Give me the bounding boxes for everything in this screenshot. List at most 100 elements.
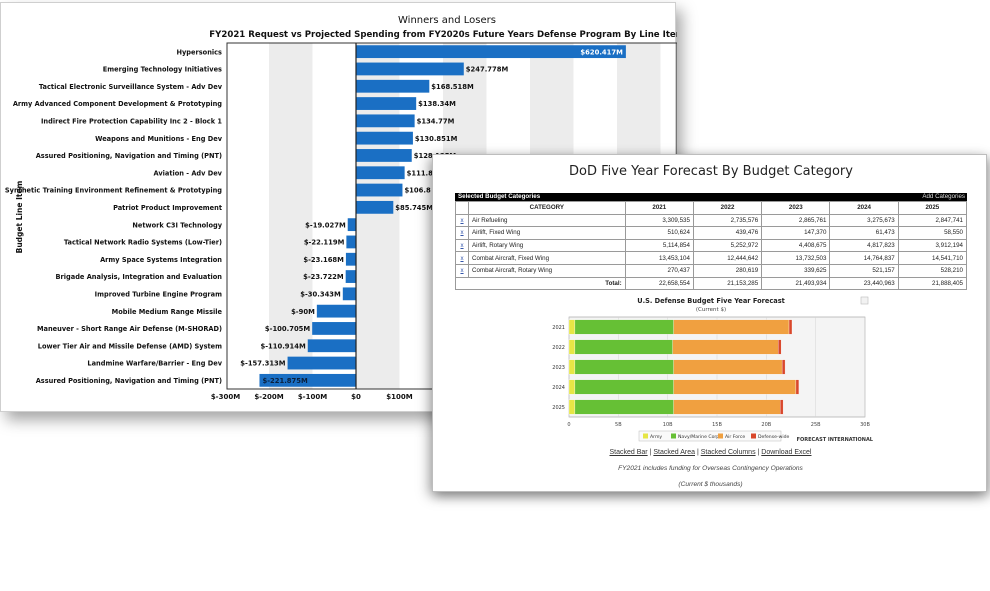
value-label: $-221.875M <box>262 377 308 385</box>
stack-segment <box>568 379 576 395</box>
stack-x-tick: 15B <box>712 422 722 428</box>
value-cell: 61,473 <box>829 226 899 240</box>
category-cell: Airlift, Rotary Wing <box>468 238 626 253</box>
stack-y-tick: 2022 <box>552 345 565 351</box>
total-cell: 22,658,554 <box>624 276 694 291</box>
chart-subtitle: FY2021 Request vs Projected Spending fro… <box>209 30 677 40</box>
x-tick-label: $0 <box>351 393 361 401</box>
value-cell: 439,476 <box>692 226 763 240</box>
table-row: x Airlift, Fixed Wing 510,624 439,476 147,37… <box>455 226 968 240</box>
category-label: Emerging Technology Initiatives <box>103 66 222 74</box>
bar <box>356 45 626 59</box>
stacked-forecast-chart: U.S. Defense Budget Five Year Forecast (… <box>552 296 874 443</box>
legend-swatch <box>671 433 676 439</box>
value-cell: 14,541,710 <box>897 251 968 265</box>
legend-label: Defense-wide <box>758 434 790 440</box>
category-cell: Combat Aircraft, Rotary Wing <box>468 263 626 278</box>
value-cell: 3,912,194 <box>897 238 968 253</box>
category-label: Maneuver - Short Range Air Defense (M-SH… <box>37 325 222 333</box>
remove-row-link[interactable]: x <box>455 251 469 265</box>
value-label: $130.851M <box>415 135 458 143</box>
value-cell: 4,817,823 <box>829 238 899 253</box>
value-cell: 528,210 <box>897 263 968 278</box>
category-label: Landmine Warfare/Barrier - Eng Dev <box>87 360 222 368</box>
value-label: $-23.722M <box>303 273 344 281</box>
category-cell: Combat Aircraft, Fixed Wing <box>468 251 626 265</box>
chart-type-link[interactable]: Stacked Columns <box>700 449 756 456</box>
value-label: $247.778M <box>466 66 509 74</box>
bar <box>356 79 430 93</box>
value-cell: 2,847,741 <box>897 213 968 228</box>
value-cell: 12,444,642 <box>692 251 763 265</box>
stack-segment <box>574 319 674 335</box>
header-cell: 2021 <box>624 201 694 215</box>
total-cell: 21,888,405 <box>897 276 968 291</box>
header-cell: 2022 <box>692 201 763 215</box>
add-categories-link[interactable]: Add Categories <box>922 193 965 200</box>
value-cell: 510,624 <box>624 226 694 240</box>
bar <box>345 252 356 266</box>
category-label: Network C3I Technology <box>132 221 222 229</box>
bar <box>259 373 356 387</box>
bar <box>356 62 464 76</box>
remove-row-link[interactable]: x <box>455 226 469 240</box>
chart-type-link[interactable]: Stacked Bar <box>609 449 648 456</box>
stack-y-tick: 2023 <box>552 365 565 371</box>
value-label: $168.518M <box>431 83 474 91</box>
bar <box>356 149 412 162</box>
stack-segment <box>781 359 786 375</box>
remove-row-link[interactable]: x <box>455 263 469 278</box>
category-label: Assured Positioning, Navigation and Timi… <box>36 377 222 385</box>
header-cell: CATEGORY <box>468 201 626 215</box>
category-cell: Airlift, Fixed Wing <box>468 226 626 240</box>
stack-x-tick: 20B <box>761 422 771 428</box>
watermark-text: FORECAST INTERNATIONAL <box>797 437 874 443</box>
stack-segment <box>568 399 576 415</box>
stack-x-tick: 0 <box>567 422 570 428</box>
remove-row-link[interactable]: x <box>455 238 469 253</box>
category-cell: Air Refueling <box>468 213 626 228</box>
value-label: $138.34M <box>418 100 456 108</box>
stacked-chart-title: U.S. Defense Budget Five Year Forecast <box>637 297 785 305</box>
legend-swatch <box>751 433 756 439</box>
stack-segment <box>574 359 674 375</box>
value-cell: 5,252,972 <box>692 238 763 253</box>
stack-segment <box>574 339 673 355</box>
value-cell: 280,619 <box>692 263 763 278</box>
legend-swatch <box>643 433 648 439</box>
link-separator: | <box>755 449 762 456</box>
chart-menu-button[interactable] <box>860 296 869 305</box>
stack-segment <box>672 339 779 355</box>
stack-y-tick: 2024 <box>552 385 565 391</box>
chart-type-link[interactable]: Download Excel <box>761 449 812 456</box>
total-cell: 21,493,934 <box>761 276 831 291</box>
grid-band <box>269 43 313 389</box>
stacked-chart-subtitle: (Current $) <box>696 307 726 313</box>
value-cell: 2,735,576 <box>692 213 763 228</box>
bar <box>356 97 417 110</box>
table-row: x Airlift, Rotary Wing 5,114,854 5,252,972 4… <box>455 238 968 253</box>
stack-x-tick: 5B <box>615 422 622 428</box>
value-cell: 3,309,535 <box>624 213 694 228</box>
value-label: $-19.027M <box>305 221 346 229</box>
stack-segment <box>673 319 790 335</box>
value-label: $-30.343M <box>300 290 341 298</box>
value-label: $106.8 <box>404 187 430 195</box>
bar <box>307 339 356 353</box>
category-label: Lower Tier Air and Missile Defense (AMD)… <box>38 342 222 350</box>
stack-segment <box>779 399 784 415</box>
grid-band <box>356 43 400 389</box>
header-cell: 2023 <box>761 201 831 215</box>
stack-segment <box>568 339 576 355</box>
bar <box>345 270 356 283</box>
category-label: Army Space Systems Integration <box>100 256 222 264</box>
chart-type-link[interactable]: Stacked Area <box>653 449 695 456</box>
category-label: Assured Positioning, Navigation and Timi… <box>36 152 222 160</box>
stack-segment <box>568 319 576 335</box>
remove-row-link[interactable]: x <box>455 213 469 228</box>
stack-segment <box>574 379 674 395</box>
units-note: (Current $ thousands) <box>678 481 743 488</box>
value-label: $-157.313M <box>240 360 286 368</box>
forecast-panel: DoD Five Year Forecast By Budget Categor… <box>432 154 987 492</box>
value-cell: 2,865,761 <box>761 213 831 228</box>
